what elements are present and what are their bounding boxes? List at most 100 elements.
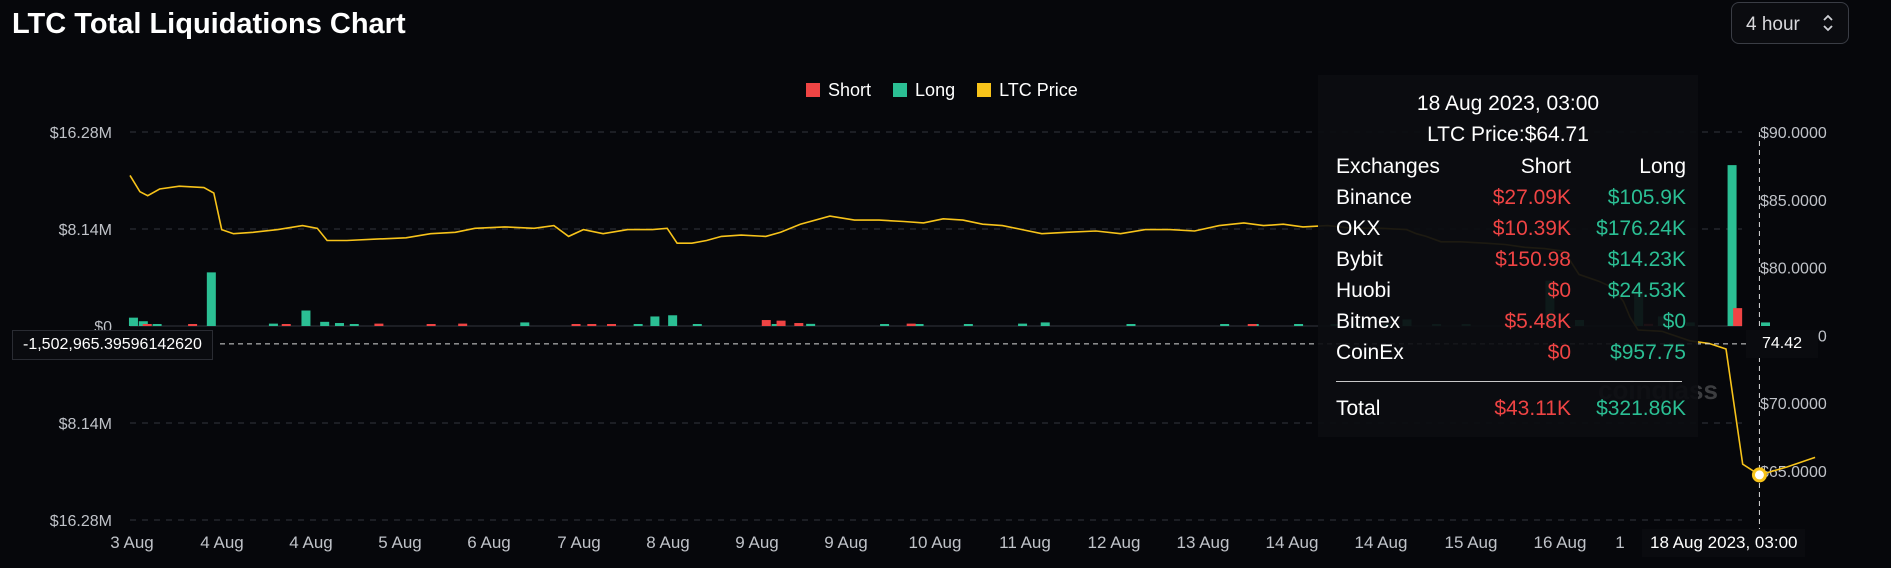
- interval-select[interactable]: 4 hour: [1731, 2, 1849, 44]
- long-value: $24.53K: [1607, 279, 1686, 302]
- x-axis-tick: 5 Aug: [378, 533, 422, 552]
- long-bar: [692, 324, 702, 326]
- exchange-name: Huobi: [1336, 279, 1391, 302]
- short-bar: [906, 323, 916, 326]
- long-bar: [138, 321, 148, 326]
- x-axis-tick: 16 Aug: [1534, 533, 1587, 552]
- tooltip-date: 18 Aug 2023, 03:00: [1416, 92, 1600, 115]
- short-bar: [426, 324, 436, 326]
- short-bar: [761, 320, 771, 326]
- tooltip-row: CoinEx $0 $957.75: [1336, 341, 1686, 367]
- left-axis-tick: $8.14M: [59, 222, 112, 239]
- tooltip-row: Binance $27.09K $105.9K: [1336, 186, 1686, 212]
- short-swatch-icon: [806, 83, 820, 97]
- legend-price[interactable]: LTC Price: [977, 80, 1078, 101]
- exchange-name: CoinEx: [1336, 341, 1404, 364]
- tooltip-divider: [1336, 381, 1682, 382]
- exchange-name: Bybit: [1336, 248, 1383, 271]
- long-bar: [520, 322, 530, 326]
- header-long: Long: [1639, 155, 1686, 178]
- short-value: $27.09K: [1492, 186, 1571, 209]
- crosshair-date-label: 18 Aug 2023, 03:00: [1642, 529, 1806, 557]
- tooltip-row: OKX $10.39K $176.24K: [1336, 217, 1686, 243]
- short-bar: [571, 324, 581, 326]
- long-bar: [650, 316, 660, 326]
- right-axis-tick: $65.0000: [1760, 464, 1827, 481]
- short-bar: [1247, 324, 1257, 326]
- tooltip-price: LTC Price:$64.71: [1427, 123, 1589, 146]
- chart-legend: Short Long LTC Price: [806, 80, 1095, 101]
- long-bar: [152, 324, 162, 326]
- tooltip-row: Huobi $0 $24.53K: [1336, 279, 1686, 305]
- x-axis-tick: 9 Aug: [824, 533, 868, 552]
- long-swatch-icon: [893, 83, 908, 97]
- tooltip-row: Bybit $150.98 $14.23K: [1336, 248, 1686, 274]
- long-bar: [668, 315, 678, 326]
- short-bar: [776, 320, 786, 326]
- short-bar: [607, 324, 617, 326]
- legend-short[interactable]: Short: [806, 80, 871, 101]
- x-axis-tick: 14 Aug: [1266, 533, 1319, 552]
- long-value: $0: [1662, 310, 1686, 333]
- long-bar: [1761, 322, 1770, 326]
- legend-long[interactable]: Long: [893, 80, 955, 101]
- short-bar: [1733, 308, 1743, 326]
- short-bar: [587, 324, 597, 326]
- short-bar: [188, 324, 198, 326]
- right-axis-tick: $80.0000: [1760, 261, 1827, 278]
- x-axis-tick: 12 Aug: [1088, 533, 1141, 552]
- tooltip-header-row: Exchanges Short Long: [1336, 155, 1686, 181]
- long-bar: [806, 323, 816, 326]
- x-axis-tick: 14 Aug: [1355, 533, 1408, 552]
- price-highlight-point: [1751, 467, 1767, 483]
- long-bar: [963, 324, 973, 326]
- x-axis-tick: 8 Aug: [646, 533, 690, 552]
- x-axis-tick: 6 Aug: [467, 533, 511, 552]
- long-bar: [633, 324, 643, 326]
- right-axis-tick: $70.0000: [1760, 396, 1827, 413]
- price-swatch-icon: [977, 83, 992, 97]
- short-bar: [281, 324, 291, 326]
- long-bar: [1018, 323, 1028, 326]
- x-axis-tick: 4 Aug: [289, 533, 333, 552]
- x-axis-tick: 4 Aug: [200, 533, 244, 552]
- tooltip-total-row: Total $43.11K $321.86K: [1336, 397, 1686, 423]
- short-value: $150.98: [1495, 248, 1571, 271]
- long-bar: [1727, 165, 1737, 326]
- long-bar: [206, 272, 216, 326]
- exchange-name: OKX: [1336, 217, 1381, 240]
- long-bar: [301, 310, 311, 326]
- total-label: Total: [1336, 397, 1381, 420]
- long-bar: [334, 323, 344, 326]
- long-value: $14.23K: [1607, 248, 1686, 271]
- tooltip: 18 Aug 2023, 03:00 LTC Price:$64.71 Exch…: [1318, 75, 1698, 437]
- exchange-name: Binance: [1336, 186, 1412, 209]
- right-axis-tick: $85.0000: [1760, 193, 1827, 210]
- long-bar: [1294, 324, 1304, 326]
- short-bar: [794, 323, 804, 326]
- short-bar: [374, 323, 384, 326]
- short-bar: [458, 323, 468, 326]
- long-value: $957.75: [1610, 341, 1686, 364]
- header-exchanges: Exchanges: [1336, 155, 1440, 178]
- tooltip-row: Bitmex $5.48K $0: [1336, 310, 1686, 336]
- long-bar: [349, 324, 359, 326]
- long-value: $176.24K: [1596, 217, 1686, 240]
- crosshair-price-label: 74.42: [1746, 330, 1818, 358]
- total-short: $43.11K: [1494, 397, 1571, 420]
- x-axis-tick: 10 Aug: [909, 533, 962, 552]
- long-bar: [1040, 322, 1050, 326]
- x-axis-tick: 3 Aug: [110, 533, 154, 552]
- x-axis-tick: 13 Aug: [1177, 533, 1230, 552]
- long-bar: [1126, 324, 1136, 326]
- chevron-updown-icon: [1823, 14, 1833, 32]
- right-axis-tick: $90.0000: [1760, 125, 1827, 142]
- long-bar: [880, 324, 890, 326]
- exchange-name: Bitmex: [1336, 310, 1401, 333]
- long-bar: [320, 321, 330, 326]
- crosshair-value-label: -1,502,965.39596142620: [12, 330, 213, 360]
- header-short: Short: [1520, 155, 1571, 178]
- x-axis-tick: 7 Aug: [557, 533, 601, 552]
- legend-short-label: Short: [828, 80, 872, 100]
